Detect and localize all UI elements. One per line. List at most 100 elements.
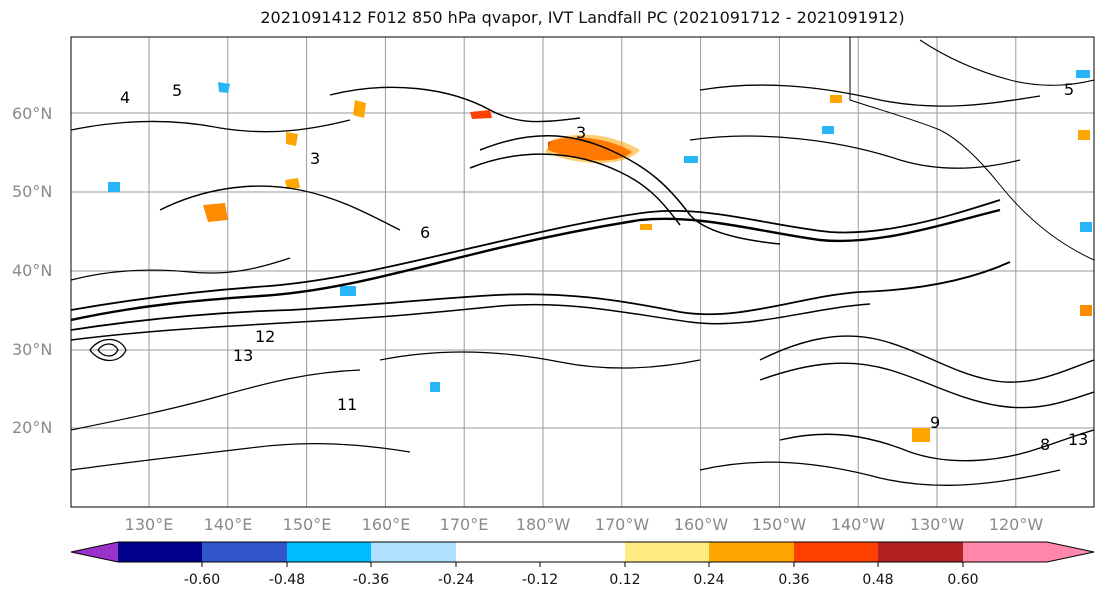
anomaly-patch bbox=[285, 178, 300, 189]
anomaly-patch bbox=[430, 382, 440, 392]
anomaly-patch bbox=[640, 224, 652, 230]
contour-line bbox=[759, 335, 1094, 383]
anomaly-patch bbox=[108, 182, 120, 192]
map-frame bbox=[70, 36, 1095, 508]
coastline bbox=[849, 37, 1094, 261]
colorbar-segment bbox=[287, 542, 371, 562]
contour-line bbox=[699, 461, 1061, 486]
anomaly-patch bbox=[353, 100, 366, 118]
colorbar-segment bbox=[118, 542, 202, 562]
contour-label: 5 bbox=[172, 81, 182, 100]
colorbar-tick-label: 0.12 bbox=[609, 572, 641, 588]
contour-label-group: 3 4 5 6 8 9 11 12 13 3 5 13 bbox=[120, 80, 1088, 454]
colorbar-tick-label: -0.12 bbox=[521, 572, 559, 588]
lat-label-40n: 40°N bbox=[12, 261, 53, 280]
anomaly-patch bbox=[830, 95, 842, 103]
contour-line bbox=[89, 338, 127, 362]
contour-label: 12 bbox=[255, 327, 275, 346]
lon-label-150e: 150°E bbox=[282, 515, 332, 534]
contour-line bbox=[71, 199, 1001, 311]
contour-line bbox=[71, 303, 871, 341]
lon-label-140w: 140°W bbox=[830, 515, 886, 534]
colorbar-extend-min bbox=[71, 542, 118, 562]
colorbar-tick-label: -0.60 bbox=[183, 572, 221, 588]
lon-label-170e: 170°E bbox=[439, 515, 489, 534]
colorbar-segment bbox=[625, 542, 709, 562]
contour-label: 13 bbox=[233, 346, 253, 365]
lon-label-150w: 150°W bbox=[751, 515, 807, 534]
colorbar-segment bbox=[371, 542, 456, 562]
colorbar-tick-label: -0.24 bbox=[437, 572, 475, 588]
colorbar-segment bbox=[709, 542, 794, 562]
contour-label: 13 bbox=[1068, 430, 1088, 449]
lon-label-120w: 120°W bbox=[988, 515, 1044, 534]
anomaly-patch bbox=[1076, 70, 1090, 78]
lon-label-170w: 170°W bbox=[594, 515, 650, 534]
vapor-contours bbox=[71, 37, 1094, 486]
lat-label-60n: 60°N bbox=[12, 104, 53, 123]
contour-line bbox=[71, 208, 1001, 322]
contour-label: 3 bbox=[576, 123, 586, 142]
contour-line bbox=[699, 84, 1041, 107]
anomaly-patch bbox=[684, 156, 698, 163]
anomaly-patch bbox=[218, 82, 230, 93]
colorbar-tick-label: -0.36 bbox=[352, 572, 390, 588]
colorbar-outline bbox=[70, 541, 1095, 563]
anomaly-patch bbox=[1078, 130, 1090, 140]
contour-line bbox=[71, 119, 351, 133]
contour-label: 5 bbox=[1064, 80, 1074, 99]
contour-line bbox=[159, 185, 401, 231]
contour-label: 8 bbox=[1040, 435, 1050, 454]
contour-label: 3 bbox=[310, 149, 320, 168]
contour-label: 9 bbox=[930, 413, 940, 432]
contour-line bbox=[379, 351, 701, 369]
lon-label-130e: 130°E bbox=[124, 515, 174, 534]
contour-line bbox=[479, 135, 781, 245]
map-title: 2021091412 F012 850 hPa qvapor, IVT Land… bbox=[260, 8, 905, 27]
anomaly-patch bbox=[1080, 305, 1092, 316]
colorbar-tick-label: 0.60 bbox=[947, 572, 979, 588]
anomaly-patch bbox=[822, 126, 834, 134]
contour-line bbox=[71, 261, 1011, 331]
anomaly-patch bbox=[340, 286, 356, 296]
colorbar-segment bbox=[878, 542, 963, 562]
colorbar-extend-max bbox=[1047, 542, 1094, 562]
contour-label: 4 bbox=[120, 88, 130, 107]
contour-line bbox=[469, 153, 681, 226]
lon-label-160e: 160°E bbox=[361, 515, 411, 534]
contour-line bbox=[71, 369, 361, 431]
lon-label-160w: 160°W bbox=[673, 515, 729, 534]
lon-label-180w: 180°W bbox=[515, 515, 571, 534]
colorbar-segment bbox=[202, 542, 287, 562]
colorbar-tick-label: 0.36 bbox=[778, 572, 810, 588]
contour-label: 11 bbox=[337, 395, 357, 414]
lat-label-20n: 20°N bbox=[12, 418, 53, 437]
contour-line bbox=[689, 135, 1021, 169]
lat-label-30n: 30°N bbox=[12, 340, 53, 359]
anomaly-patch bbox=[286, 132, 298, 146]
anomaly-patch bbox=[203, 203, 228, 222]
colorbar-segment bbox=[794, 542, 878, 562]
lat-label-50n: 50°N bbox=[12, 182, 53, 201]
contour-line bbox=[779, 429, 1094, 462]
lon-label-130w: 130°W bbox=[909, 515, 965, 534]
contour-line bbox=[329, 86, 581, 123]
anomaly-patch bbox=[912, 428, 930, 442]
anomaly-patch bbox=[1080, 222, 1092, 232]
contour-line bbox=[759, 362, 1094, 409]
contour-line bbox=[97, 343, 119, 357]
coastline bbox=[919, 39, 1094, 86]
anomaly-patch bbox=[470, 110, 492, 119]
colorbar-segment bbox=[540, 542, 625, 562]
contour-line bbox=[71, 257, 291, 281]
colorbar-tick-label: -0.48 bbox=[268, 572, 306, 588]
colorbar-segment bbox=[963, 542, 1047, 562]
contour-label: 6 bbox=[420, 223, 430, 242]
contour-line bbox=[71, 443, 411, 471]
colorbar-segment bbox=[456, 542, 540, 562]
colorbar-tick-label: 0.48 bbox=[862, 572, 894, 588]
colorbar-tick-label: 0.24 bbox=[693, 572, 725, 588]
lon-label-140e: 140°E bbox=[203, 515, 253, 534]
